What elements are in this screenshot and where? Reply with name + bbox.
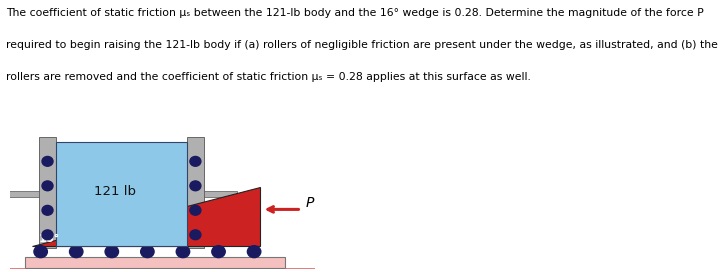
Text: The coefficient of static friction μₛ between the 121-lb body and the 16° wedge : The coefficient of static friction μₛ be… bbox=[6, 8, 703, 18]
Polygon shape bbox=[31, 187, 260, 246]
FancyBboxPatch shape bbox=[25, 257, 285, 268]
Circle shape bbox=[42, 205, 53, 215]
Text: rollers are removed and the coefficient of static friction μₛ = 0.28 applies at : rollers are removed and the coefficient … bbox=[6, 72, 531, 82]
Text: required to begin raising the 121-lb body if (a) rollers of negligible friction : required to begin raising the 121-lb bod… bbox=[6, 40, 718, 50]
Circle shape bbox=[248, 246, 261, 258]
Circle shape bbox=[176, 246, 189, 258]
Circle shape bbox=[42, 230, 53, 240]
Circle shape bbox=[190, 181, 201, 191]
Circle shape bbox=[190, 156, 201, 166]
Circle shape bbox=[190, 230, 201, 240]
Circle shape bbox=[190, 205, 201, 215]
FancyBboxPatch shape bbox=[39, 137, 56, 248]
FancyBboxPatch shape bbox=[6, 191, 39, 197]
Circle shape bbox=[70, 246, 83, 258]
Circle shape bbox=[42, 156, 53, 166]
Circle shape bbox=[42, 181, 53, 191]
Circle shape bbox=[212, 246, 225, 258]
Circle shape bbox=[105, 246, 118, 258]
FancyBboxPatch shape bbox=[204, 191, 237, 197]
FancyBboxPatch shape bbox=[10, 268, 330, 270]
FancyBboxPatch shape bbox=[187, 137, 204, 248]
Circle shape bbox=[34, 246, 47, 258]
Text: P: P bbox=[306, 196, 314, 210]
Circle shape bbox=[141, 246, 154, 258]
FancyBboxPatch shape bbox=[56, 142, 187, 246]
Text: 16°: 16° bbox=[39, 234, 60, 245]
Text: 121 lb: 121 lb bbox=[94, 186, 136, 198]
